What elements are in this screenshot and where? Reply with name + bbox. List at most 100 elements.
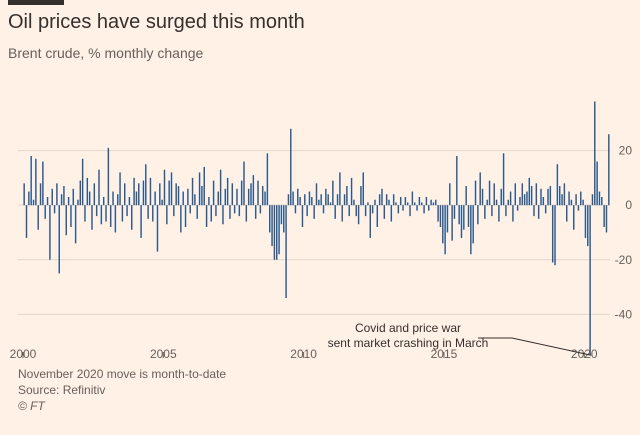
bar <box>149 177 152 206</box>
bar <box>290 128 292 206</box>
bar <box>362 172 364 206</box>
bar <box>278 205 280 255</box>
bar <box>238 205 241 217</box>
bar <box>360 186 362 206</box>
bar <box>568 191 570 206</box>
bar <box>159 183 161 206</box>
bar <box>177 186 180 206</box>
bar <box>35 158 37 206</box>
bar <box>397 205 400 214</box>
x-tick-label: 2005 <box>150 347 177 361</box>
bar <box>269 205 271 233</box>
bar <box>594 101 596 206</box>
bar <box>128 196 131 206</box>
bar <box>283 205 285 233</box>
bar <box>203 166 205 206</box>
bar <box>49 205 51 260</box>
bar <box>416 205 418 211</box>
bar <box>84 205 86 222</box>
bar <box>187 188 189 206</box>
bar <box>530 186 533 206</box>
y-tick-label: 0 <box>625 198 632 212</box>
bar <box>474 180 477 206</box>
bar <box>383 205 386 219</box>
bar <box>280 205 283 225</box>
bar <box>156 205 159 252</box>
bar <box>196 205 198 219</box>
bar <box>98 169 100 206</box>
bar <box>212 180 215 206</box>
bar <box>470 205 472 255</box>
ft-top-rule <box>8 0 64 5</box>
bar <box>308 191 311 206</box>
bar <box>505 205 507 217</box>
bar <box>425 196 428 206</box>
bar <box>495 199 498 206</box>
bar <box>114 205 117 233</box>
bar <box>222 205 224 225</box>
bar <box>95 205 98 217</box>
bar <box>320 194 322 206</box>
bar <box>451 205 453 241</box>
bar <box>591 194 594 206</box>
bar <box>460 205 463 238</box>
bar <box>219 169 222 206</box>
bar <box>371 205 374 214</box>
bar <box>332 180 334 206</box>
bar <box>205 205 208 227</box>
bar <box>116 194 119 206</box>
bar <box>346 186 348 206</box>
bar <box>46 196 49 206</box>
bar <box>402 205 404 211</box>
bar <box>77 199 79 206</box>
bar <box>514 183 516 206</box>
bar <box>105 205 107 222</box>
bar <box>250 183 252 206</box>
bar <box>100 205 103 225</box>
bar <box>315 183 318 206</box>
bar <box>381 188 383 206</box>
bar <box>245 205 248 222</box>
y-tick-label: -20 <box>615 253 633 267</box>
bar <box>523 194 526 206</box>
bar <box>542 196 545 206</box>
bar <box>297 188 299 206</box>
bar <box>418 196 421 206</box>
bar <box>240 180 243 206</box>
annotation-leader-line <box>478 337 592 356</box>
bar <box>233 205 236 214</box>
bar <box>42 161 44 206</box>
bar <box>191 177 194 206</box>
bar <box>439 205 442 227</box>
bar <box>306 205 308 217</box>
bar <box>294 205 297 214</box>
bar <box>182 191 184 206</box>
bar <box>580 191 582 206</box>
bar <box>465 186 467 206</box>
bar <box>142 180 145 206</box>
bar <box>170 172 173 206</box>
bar <box>339 172 341 206</box>
bar <box>145 164 147 206</box>
bar <box>343 194 346 206</box>
bar <box>252 175 255 206</box>
bar <box>299 196 301 206</box>
bar <box>180 205 182 233</box>
bar <box>254 205 257 219</box>
bar <box>264 191 266 206</box>
chart-subtitle: Brent crude, % monthly change <box>8 45 204 61</box>
bar <box>63 186 65 206</box>
bar <box>561 194 563 206</box>
bar <box>374 199 376 206</box>
bar <box>479 172 481 206</box>
bar <box>112 191 114 206</box>
bar <box>194 194 196 206</box>
bar <box>575 194 577 206</box>
bar <box>224 188 227 206</box>
bar <box>369 205 372 238</box>
x-tick-label: 2010 <box>290 347 317 361</box>
chart-title: Oil prices have surged this month <box>8 11 305 33</box>
bar <box>154 191 156 206</box>
